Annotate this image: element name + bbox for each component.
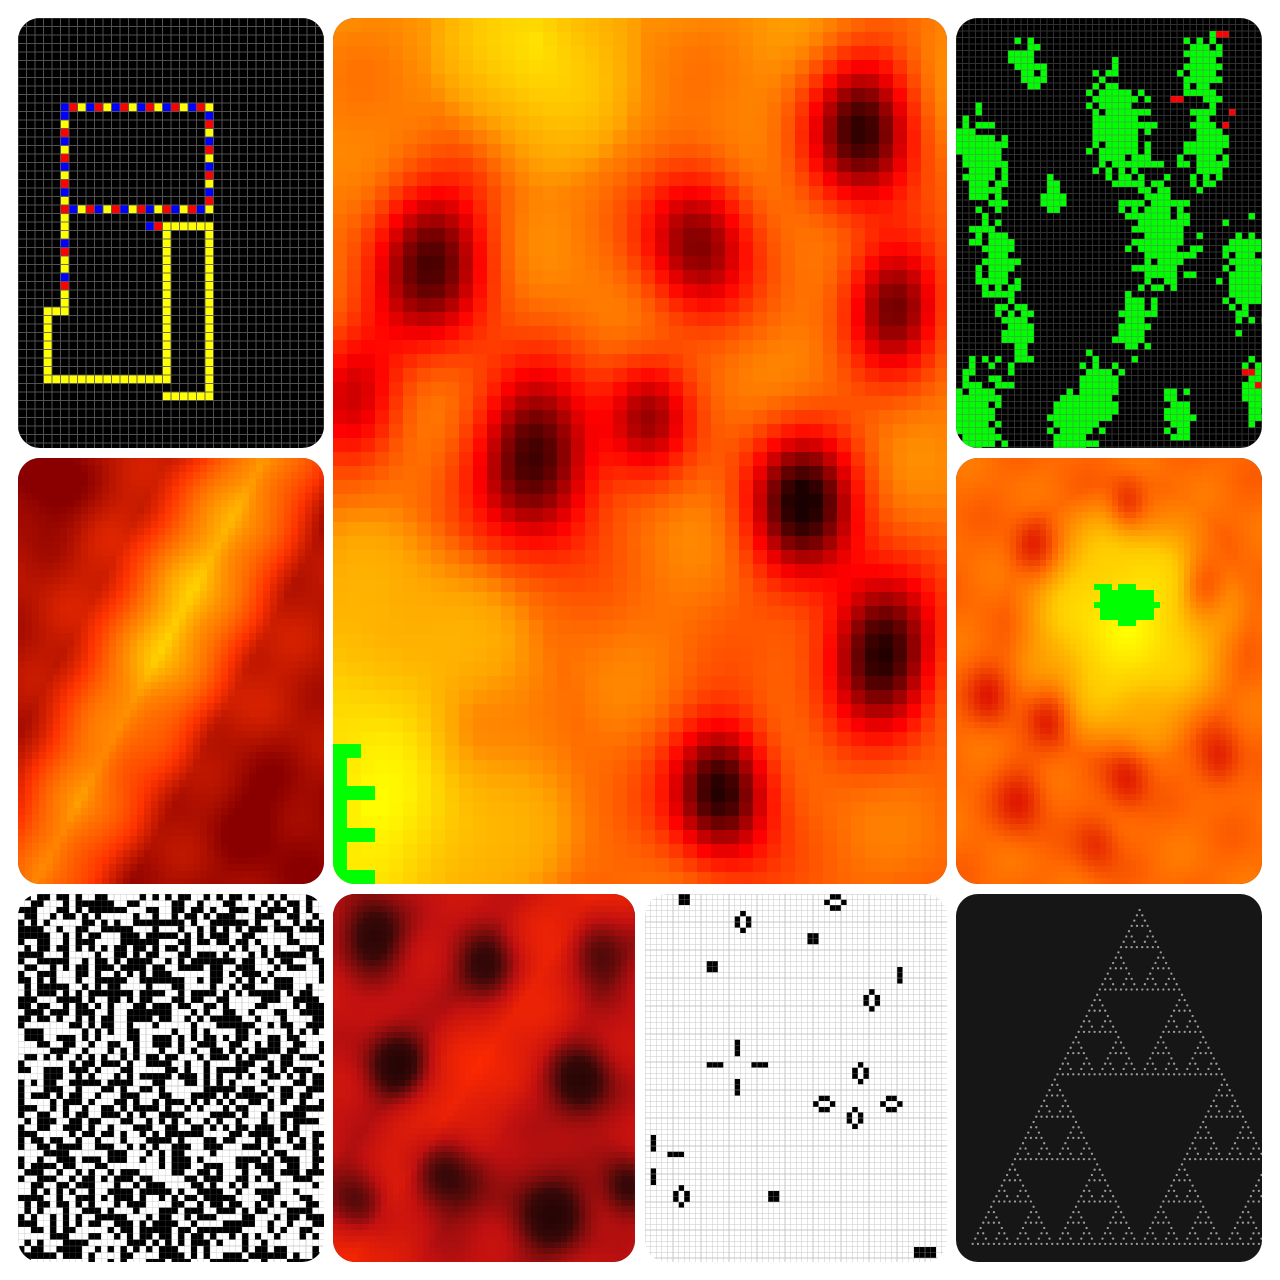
heat-map-dark	[333, 894, 635, 1262]
sierpinski-triangle	[971, 908, 1262, 1246]
heat-map-large-tile	[333, 18, 947, 884]
life-grid	[645, 894, 947, 1262]
wireworld-circuit-tile	[18, 18, 324, 448]
heat-map-bright	[956, 458, 1262, 884]
life-still-life-tile	[645, 894, 947, 1262]
random-noise-grid	[18, 894, 324, 1262]
random-noise-tile	[18, 894, 324, 1262]
sierpinski-triangle-tile	[956, 894, 1262, 1262]
heat-map-bright-tile	[956, 458, 1262, 884]
heat-map-diagonal	[18, 458, 324, 884]
green-blobs-grid	[956, 18, 1262, 448]
heat-map-large	[333, 18, 947, 884]
wireworld-grid	[18, 18, 324, 448]
heat-map-dark-tile	[333, 894, 635, 1262]
heat-map-diagonal-tile	[18, 458, 324, 884]
green-blobs-tile	[956, 18, 1262, 448]
